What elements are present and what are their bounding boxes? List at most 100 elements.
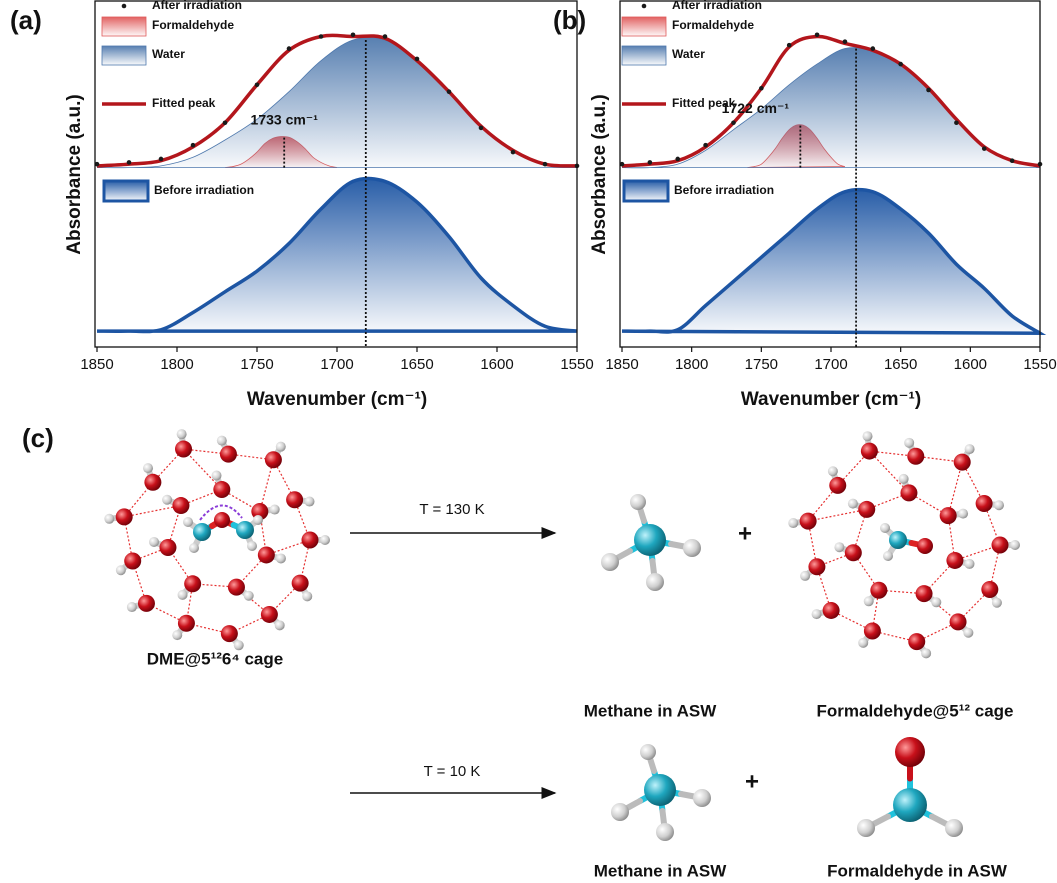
legend-label: Water <box>672 47 705 61</box>
legend-symbol <box>122 4 127 9</box>
atom <box>895 737 925 767</box>
x-tick-label: 1800 <box>160 356 193 373</box>
atom <box>857 819 875 837</box>
dot <box>954 120 959 125</box>
atom <box>828 466 838 476</box>
dot <box>191 143 196 148</box>
atom <box>149 537 159 547</box>
dot <box>127 160 132 165</box>
atom <box>916 585 933 602</box>
dot <box>982 146 987 151</box>
atom <box>965 444 975 454</box>
atom <box>212 471 222 481</box>
chart: (b)Wavenumber (cm⁻¹)Absorbance (a.u.)185… <box>553 0 1057 410</box>
atom <box>858 638 868 648</box>
atom <box>861 443 878 460</box>
annotation: 1733 cm⁻¹ <box>251 111 319 127</box>
atom <box>823 602 840 619</box>
dot <box>843 39 848 44</box>
dot <box>926 88 931 93</box>
atom <box>940 507 957 524</box>
atom <box>992 598 1002 608</box>
dot <box>255 83 260 88</box>
condition: T = 130 K <box>419 501 484 518</box>
product-label: Formaldehyde in ASW <box>827 861 1008 880</box>
atom <box>611 803 629 821</box>
atom <box>946 552 963 569</box>
atom <box>693 789 711 807</box>
atom <box>630 494 646 510</box>
atom <box>646 573 664 591</box>
dot <box>223 120 228 125</box>
x-tick-label: 1600 <box>954 356 987 373</box>
x-tick-label: 1700 <box>814 356 847 373</box>
atom <box>880 523 890 533</box>
dot <box>703 143 708 148</box>
atom <box>244 591 254 601</box>
panel-label: (a) <box>10 5 42 35</box>
dot <box>787 43 792 48</box>
atom <box>302 591 312 601</box>
atom <box>965 559 975 569</box>
atom <box>286 491 303 508</box>
atom <box>976 495 993 512</box>
dot <box>731 120 736 125</box>
atom <box>945 819 963 837</box>
atom <box>320 535 330 545</box>
atom <box>276 553 286 563</box>
condition: T = 10 K <box>424 763 481 780</box>
legend-label: Formaldehyde <box>152 18 234 32</box>
atom <box>683 539 701 557</box>
reactant-label: DME@5¹²6⁴ cage <box>147 649 283 668</box>
atom <box>172 630 182 640</box>
atom <box>116 508 133 525</box>
atom <box>863 431 873 441</box>
atom <box>183 517 193 527</box>
legend-symbol <box>102 17 146 36</box>
legend-label: After irradiation <box>152 0 242 12</box>
atom <box>634 524 666 556</box>
dot <box>648 160 653 165</box>
atom <box>640 744 656 760</box>
dot <box>1010 158 1015 163</box>
y-axis-title: Absorbance (a.u.) <box>589 94 610 254</box>
atom <box>144 474 161 491</box>
product-label: Formaldehyde@5¹² cage <box>816 701 1013 720</box>
atom <box>900 484 917 501</box>
atom <box>292 575 309 592</box>
atom <box>870 582 887 599</box>
legend-label: After irradiation <box>672 0 762 12</box>
dot <box>675 157 680 162</box>
atom <box>829 477 846 494</box>
x-tick-label: 1750 <box>240 356 273 373</box>
atom <box>124 553 141 570</box>
atom <box>808 558 825 575</box>
legend-label: Water <box>152 47 185 61</box>
dot <box>815 32 820 37</box>
atom <box>1010 540 1020 550</box>
product-label: Methane in ASW <box>594 861 727 880</box>
legend-symbol <box>622 46 666 65</box>
dot <box>871 46 876 51</box>
atom <box>950 613 967 630</box>
atom <box>270 505 280 515</box>
atom <box>104 514 114 524</box>
atom <box>963 628 973 638</box>
atom <box>848 499 858 509</box>
legend-symbol <box>624 181 668 201</box>
atom <box>958 509 968 519</box>
atom <box>178 615 195 632</box>
x-tick-label: 1750 <box>745 356 778 373</box>
atom <box>305 497 315 507</box>
atom <box>159 539 176 556</box>
legend-label: Formaldehyde <box>672 18 754 32</box>
atom <box>994 500 1004 510</box>
atom <box>992 537 1009 554</box>
atom <box>247 541 257 551</box>
legend-label: Fitted peak <box>672 96 736 110</box>
charts: (a)Wavenumber (cm⁻¹)Absorbance (a.u.)185… <box>10 0 1057 410</box>
legend-label: Before irradiation <box>154 183 254 197</box>
atom <box>189 543 199 553</box>
atom <box>954 454 971 471</box>
atom <box>178 590 188 600</box>
